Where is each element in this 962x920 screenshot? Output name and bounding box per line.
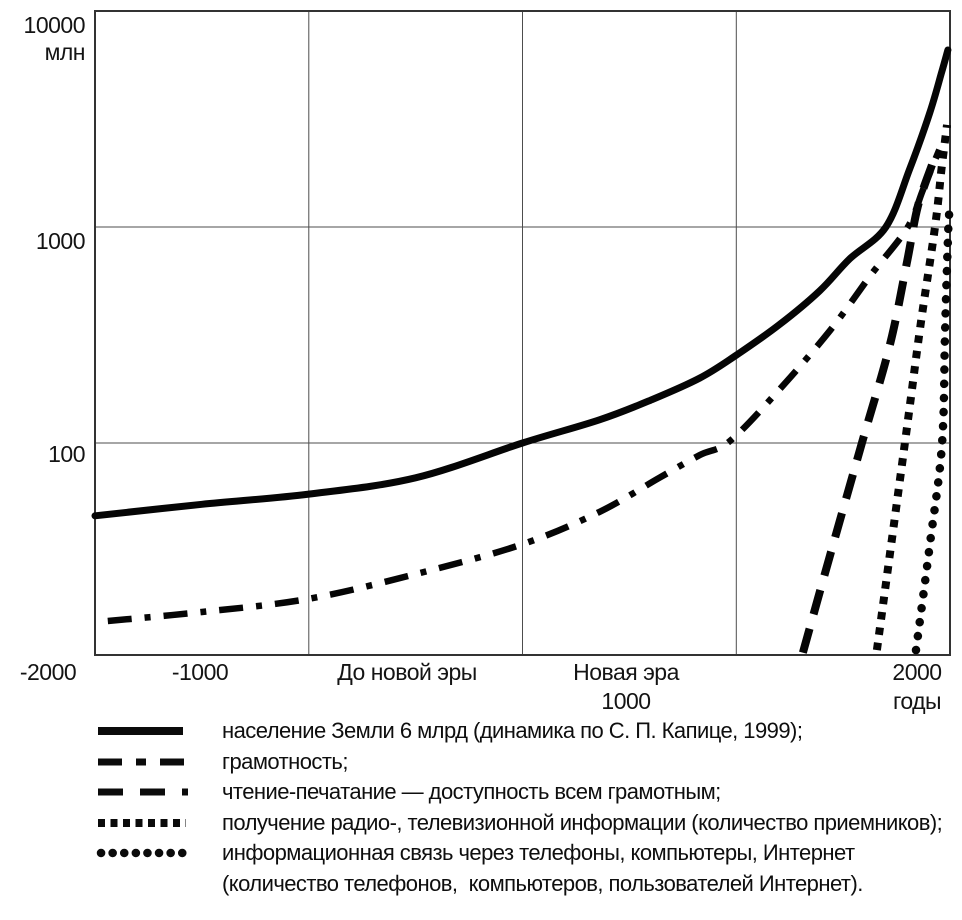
legend-swatch-dash-dot-line <box>95 754 222 770</box>
x-tick-new-era-1000: Новая эра 1000 <box>536 658 716 716</box>
legend-label-population: население Земли 6 млрд (динамика по С. П… <box>222 718 803 744</box>
legend-row-population: население Земли 6 млрд (динамика по С. П… <box>95 716 961 747</box>
legend-swatch-long-dash-line <box>95 784 222 800</box>
x-tick-bce-era: До новой эры <box>337 659 477 685</box>
legend-label-reading-printing: чтение-печатание — доступность всем грам… <box>222 779 721 805</box>
legend-swatch-round-dot-line <box>95 845 222 861</box>
y-tick-1000: 1000 <box>35 228 86 254</box>
legend-label-telecom-internet-line2: (количество телефонов, компьютеров, поль… <box>222 870 863 896</box>
plot-frame <box>94 10 951 656</box>
legend-row-telecom-internet-line2: (количество телефонов, компьютеров, поль… <box>95 869 961 900</box>
series-line-telecom_internet <box>911 210 954 655</box>
legend-row-telecom-internet: информационная связь через телефоны, ком… <box>95 838 961 869</box>
x-tick-2000-line2: годы <box>892 688 942 714</box>
x-tick-minus-2000: -2000 <box>19 659 77 685</box>
y-axis-unit: млн <box>44 39 86 65</box>
x-tick-new-era-line2: 1000 <box>601 688 651 714</box>
x-tick-new-era-line1: Новая эра <box>573 659 679 685</box>
legend-row-reading-printing: чтение-печатание — доступность всем грам… <box>95 777 961 808</box>
legend: население Земли 6 млрд (динамика по С. П… <box>95 716 961 899</box>
x-tick-minus-1000: -1000 <box>171 659 229 685</box>
series-line-literacy <box>107 148 943 625</box>
legend-swatch-solid-line <box>95 723 222 739</box>
legend-label-telecom-internet: информационная связь через телефоны, ком… <box>222 840 855 866</box>
legend-row-radio-tv: получение радио-, телевизионной информац… <box>95 808 961 839</box>
x-tick-2000-line1: 2000 <box>892 659 942 685</box>
y-tick-10000: 10000 <box>23 12 86 38</box>
y-tick-100: 100 <box>48 441 85 467</box>
x-tick-2000-years: 2000 годы <box>856 658 962 716</box>
legend-swatch-square-dot-line <box>95 815 222 831</box>
series-line-radio_tv <box>872 124 951 651</box>
series-line-population <box>91 46 952 520</box>
legend-row-literacy: грамотность; <box>95 747 961 778</box>
series-group <box>91 46 954 655</box>
legend-label-radio-tv: получение радио-, телевизионной информац… <box>222 809 943 835</box>
legend-label-literacy: грамотность; <box>222 748 348 774</box>
series-line-reading_printing <box>799 163 936 654</box>
